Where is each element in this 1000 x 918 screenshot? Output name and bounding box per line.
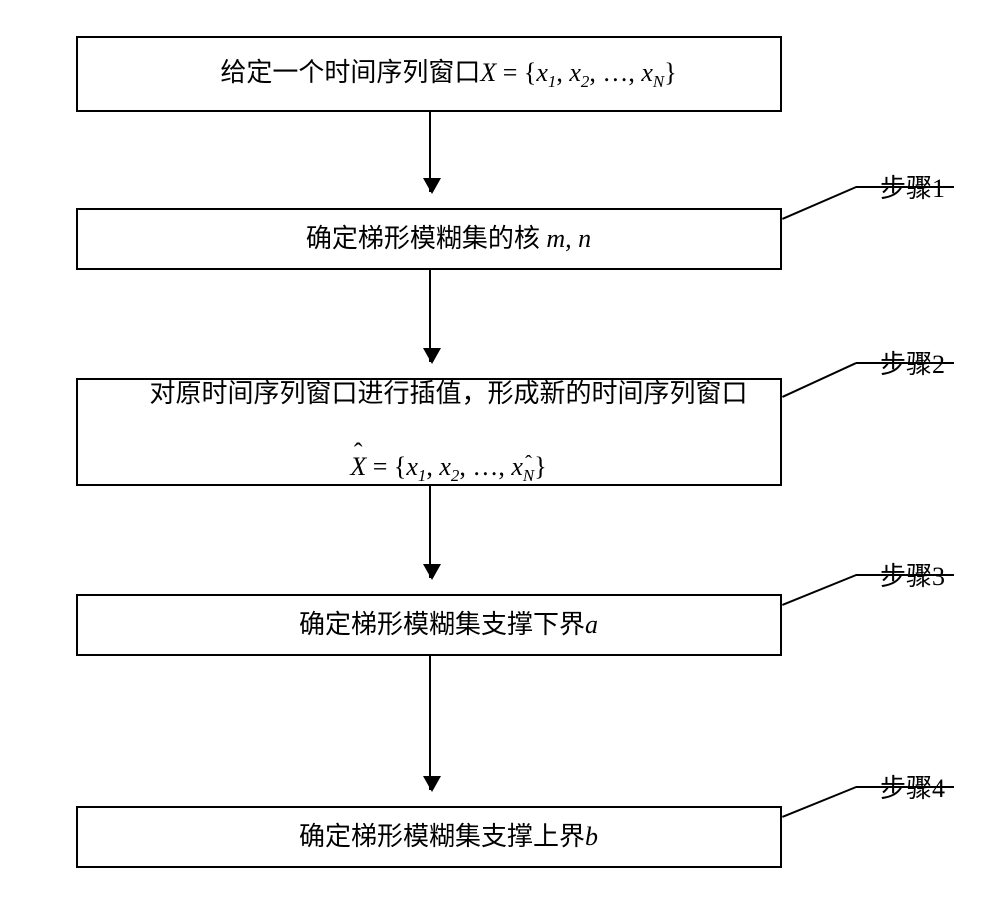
brace-open: {	[524, 58, 536, 87]
node-step3-var: a	[585, 610, 598, 639]
flowchart-canvas: 给定一个时间序列窗口X = {x1, x2, …, xN} 确定梯形模糊集的核 …	[0, 0, 1000, 918]
node-step1-text: 确定梯形模糊集的核	[306, 224, 547, 253]
node-step1-vars: m, n	[546, 224, 591, 253]
hat-icon: ˆ	[354, 435, 363, 471]
leader-line	[782, 186, 857, 220]
node-step4: 确定梯形模糊集支撑上界b	[76, 806, 782, 868]
leader-line	[782, 786, 857, 818]
node-step4-var: b	[585, 822, 598, 851]
node-step2-line1: 对原时间序列窗口进行插值，形成新的时间序列窗口	[149, 379, 747, 408]
arrow	[429, 656, 431, 790]
brace-close: }	[664, 58, 676, 87]
arrow	[429, 112, 431, 192]
node-step4-text: 确定梯形模糊集支撑上界	[299, 822, 585, 851]
node-step1: 确定梯形模糊集的核 m, n	[76, 208, 782, 270]
hat-icon: ˆ	[525, 449, 532, 477]
node-step3: 确定梯形模糊集支撑下界a	[76, 594, 782, 656]
leader-line	[856, 786, 954, 788]
subN: N	[653, 72, 664, 91]
x1: x	[536, 58, 548, 87]
sub-N-hat: ˆN	[523, 466, 534, 485]
leader-line	[782, 574, 857, 606]
leader-line	[782, 362, 857, 398]
arrow	[429, 270, 431, 362]
ellipsis: , …,	[589, 58, 641, 87]
eq: =	[496, 58, 524, 87]
node-step4-content: 确定梯形模糊集支撑上界b	[260, 782, 598, 891]
X-hat: ˆX	[350, 449, 366, 485]
arrow	[429, 486, 431, 578]
x2: x	[569, 58, 581, 87]
leader-line	[856, 186, 954, 188]
node-step3-text: 确定梯形模糊集支撑下界	[299, 610, 585, 639]
node-step2: 对原时间序列窗口进行插值，形成新的时间序列窗口 ˆX = {x1, x2, …,…	[76, 378, 782, 486]
node-input: 给定一个时间序列窗口X = {x1, x2, …, xN}	[76, 36, 782, 112]
xN: x	[641, 58, 653, 87]
node-input-var: X	[480, 58, 496, 87]
leader-line	[856, 362, 954, 364]
node-input-text: 给定一个时间序列窗口	[220, 58, 480, 87]
leader-line	[856, 574, 954, 576]
